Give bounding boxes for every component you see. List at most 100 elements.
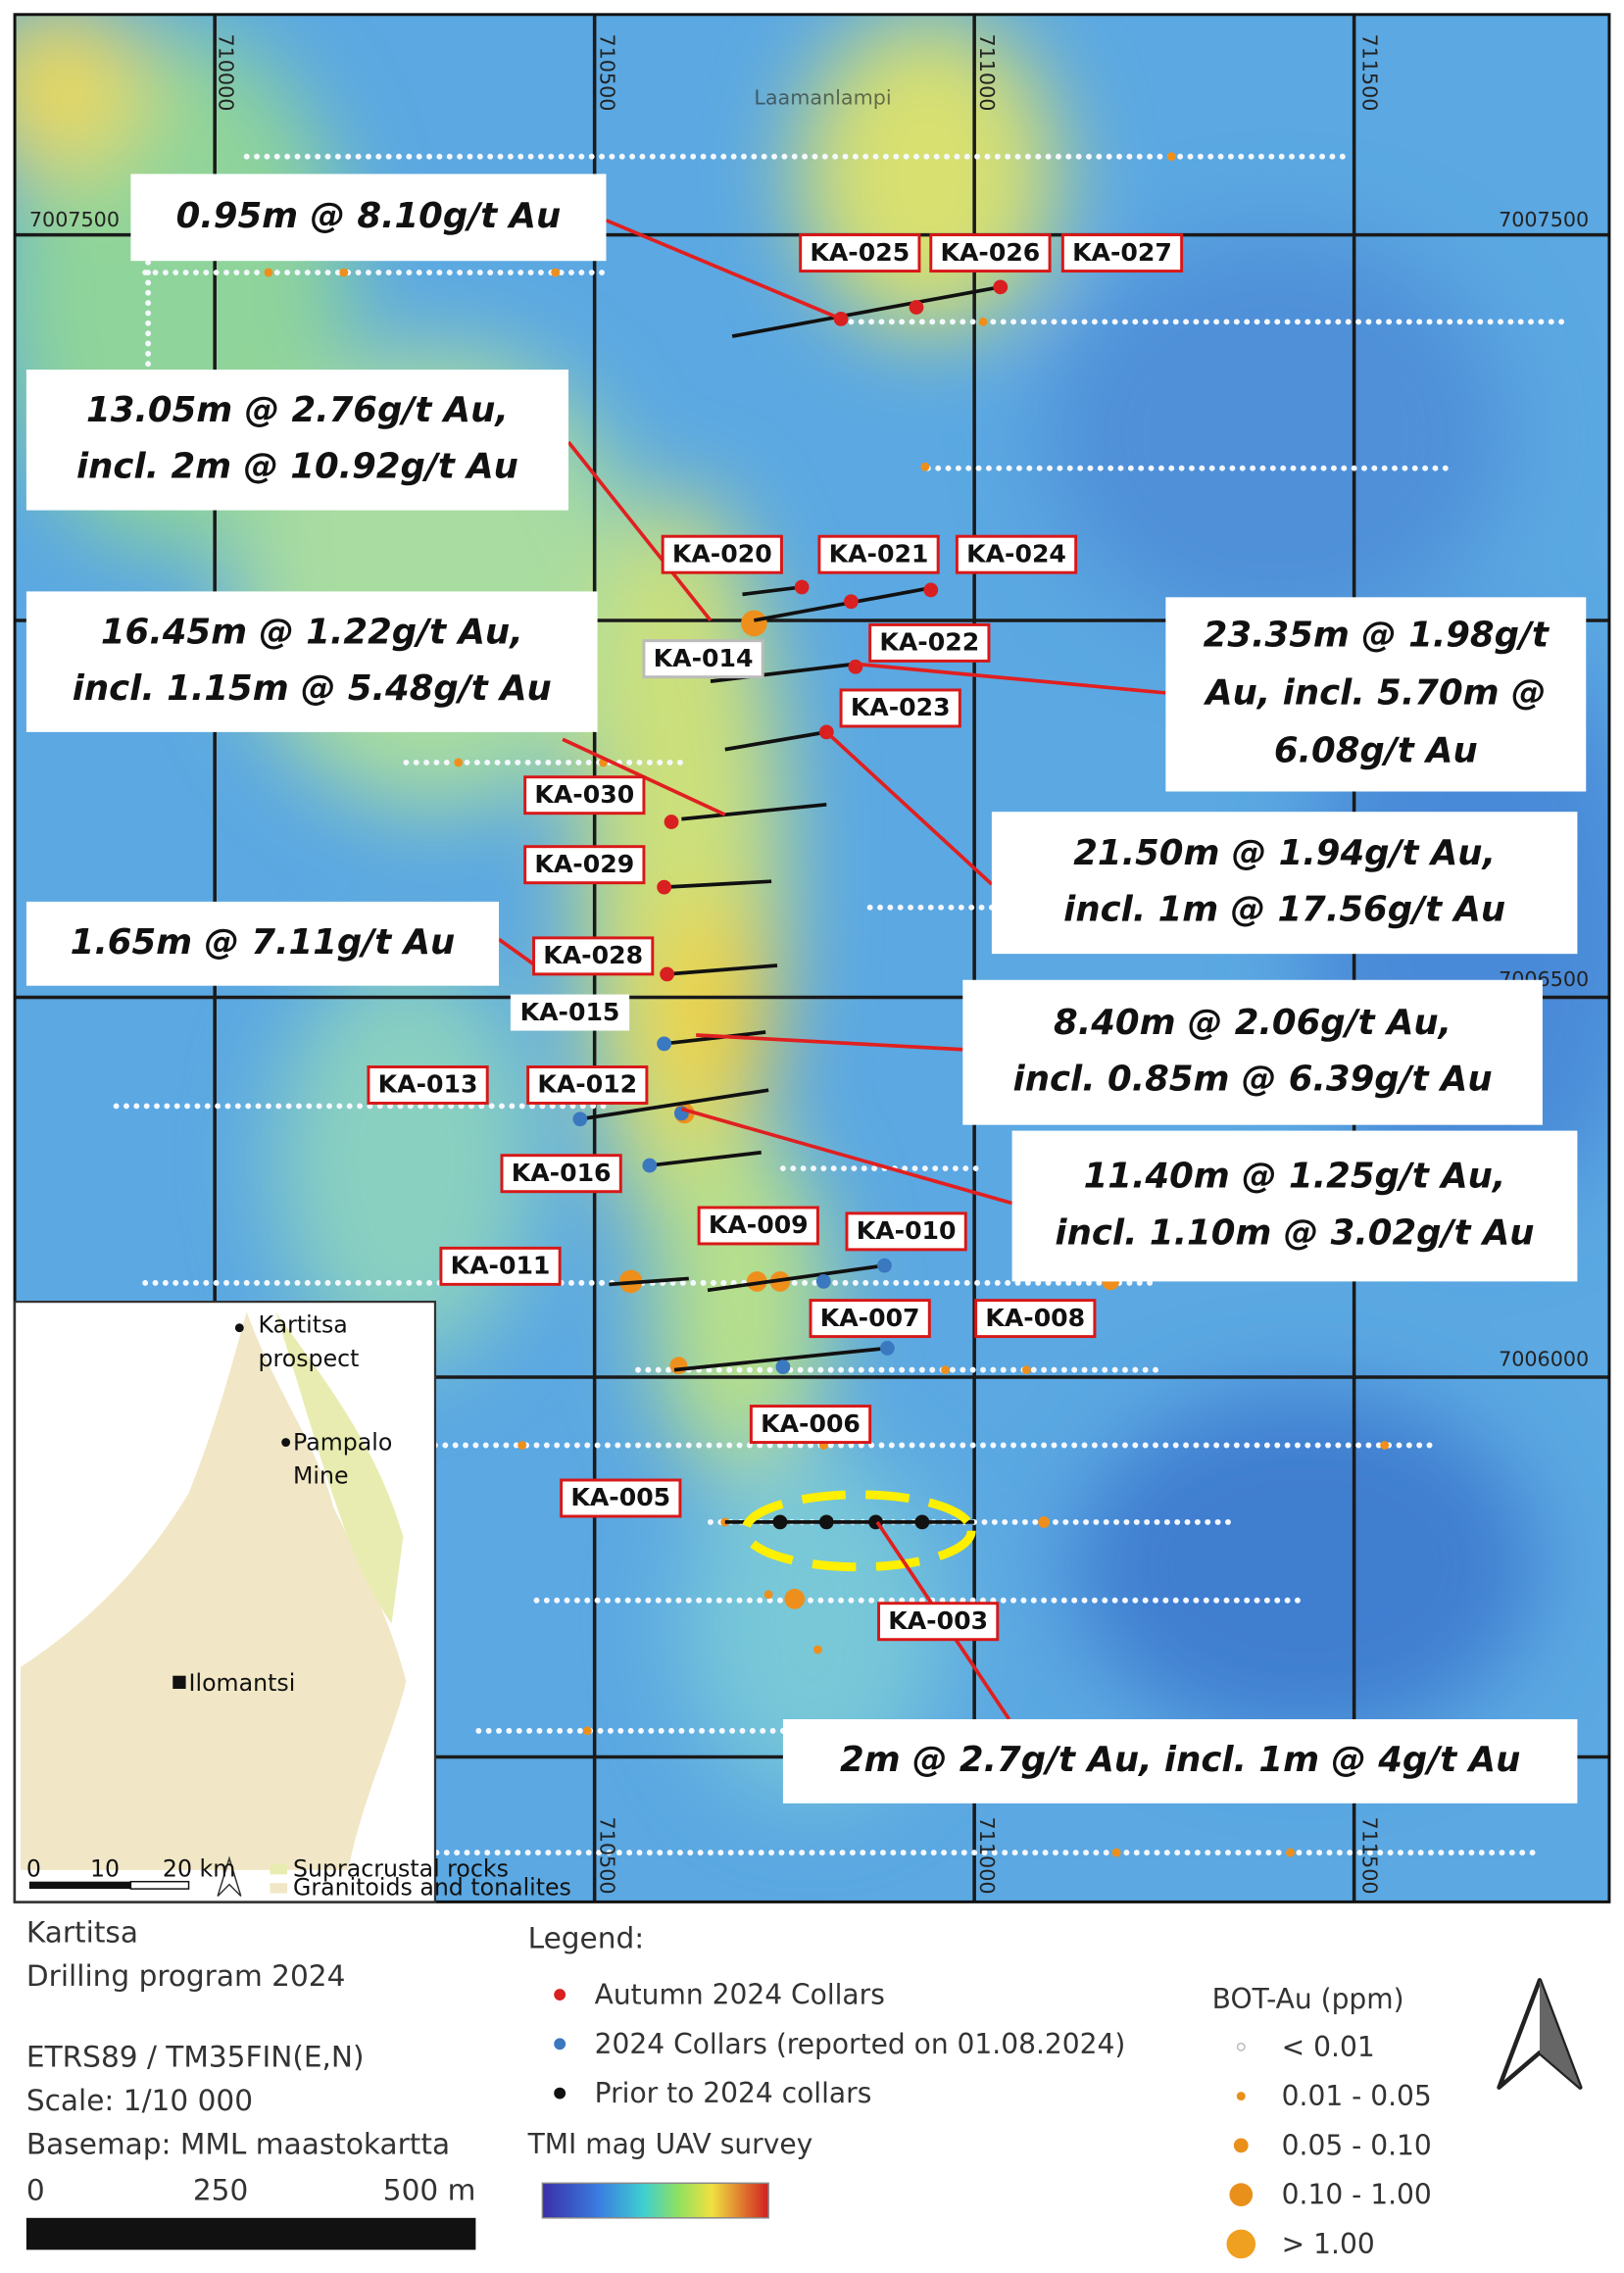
legend-symbol [1236,2092,1246,2101]
collar [660,966,674,982]
intercept-box [25,901,500,986]
intercept-box [1165,597,1587,792]
sample-point [454,758,464,767]
intercept-text: 8.40m @ 2.06g/t Au, [1054,1003,1452,1043]
sample-point [941,1365,951,1375]
intercept-text: 16.45m @ 1.22g/t Au, [101,612,523,652]
collar [664,815,679,829]
hole-label-box [749,1405,872,1445]
collar [794,579,810,595]
legend-entry: Autumn 2024 Collars [595,1979,885,2011]
footer [25,1978,1583,2259]
drill-trace [742,585,803,597]
sample-point [746,1271,767,1292]
collar [877,1258,892,1273]
grid-label: 711000 [975,33,999,111]
leader-line [680,1107,1013,1206]
hole-label-box [642,639,764,679]
scale-label: 500 m [383,2174,476,2207]
footer-info: Scale: 1/10 000 [26,2084,253,2117]
sample-point [339,268,349,277]
leader-line [605,219,842,321]
intercept-box [962,979,1543,1125]
collar [673,1106,689,1121]
tmi-colorbar [541,2182,769,2219]
hole-label-box [809,1299,931,1339]
sample-point [1038,1515,1051,1528]
collar [657,879,672,895]
hole-label: KA-024 [966,539,1066,568]
legend-subtitle: BOT-Au (ppm) [1212,1983,1404,2015]
drill-trace [579,1088,769,1121]
intercept-box [25,591,598,732]
hole-label: KA-016 [512,1159,612,1187]
legend-symbol [1236,2042,1246,2051]
inset-scale-label: 10 [90,1854,120,1882]
hole-label: KA-027 [1072,238,1172,267]
sample-point [920,462,930,471]
sample-point [1021,1365,1031,1375]
hole-label: KA-010 [857,1216,957,1245]
collar [993,279,1009,295]
sample-point [1111,1848,1121,1857]
sample-point [582,1726,592,1736]
hole-label-box [367,1065,489,1105]
sample-point [517,1441,527,1450]
hole-label-box [799,233,921,273]
hole-label-box [532,936,655,976]
legend-entry: 2024 Collars (reported on 01.08.2024) [595,2028,1126,2060]
legend-symbol [554,2038,566,2051]
hole-label-box [500,1154,622,1194]
hole-label-box [845,1211,967,1252]
intercept-text: incl. 1m @ 17.56g/t Au [1063,890,1505,930]
drill-trace [649,1150,762,1167]
intercept-text: incl. 0.85m @ 6.39g/t Au [1013,1060,1493,1100]
scale-label: 0 [26,2174,45,2207]
footer-info: ETRS89 / TM35FIN(E,N) [26,2041,365,2074]
inset-place: prospect [259,1345,360,1372]
legend-entry: 0.01 - 0.05 [1282,2080,1432,2112]
sample-point [551,268,561,277]
hole-label-box [877,1602,1000,1642]
inset-place: Pampalo [293,1429,392,1457]
legend-entry: > 1.00 [1282,2228,1375,2260]
annotations: 710000 710500 711000 711500 710500 711000 7115… [25,33,1589,1895]
intercept-text: 23.35m @ 1.98g/t [1204,615,1550,655]
hole-label-box [1060,233,1184,273]
drill-trace [673,1346,888,1372]
hole-label: KA-011 [451,1252,551,1280]
intercept-text: 2m @ 2.7g/t Au, incl. 1m @ 4g/t Au [840,1740,1520,1780]
legend-title: Legend: [528,1921,645,1954]
drill-trace [731,285,1002,338]
place-name: Laamanlampi [754,86,891,110]
hole-label: KA-021 [829,539,929,568]
intercept-text: incl. 1.15m @ 5.48g/t Au [73,668,552,709]
hole-label-box [974,1299,1097,1339]
grid-label: 710500 [595,1817,618,1895]
inset-map: Kartitsa prospect Pampalo Mine Ilomantsi 0 10 2… [13,1300,571,1903]
hole-label: KA-030 [534,780,634,809]
intercept-box [130,173,607,262]
legend-entry: 0.10 - 1.00 [1282,2179,1432,2211]
hole-label-box [955,534,1078,574]
collar [844,594,859,610]
legend-symbol [554,2087,566,2100]
drill-trace [724,730,827,752]
hole-label: KA-029 [534,850,634,878]
drill-trace [707,1263,885,1293]
inset-scale-label: 0 [26,1854,41,1882]
sample-point [741,610,767,637]
legend-entry: Prior to 2024 collars [595,2077,872,2109]
grid-label: 711000 [975,1817,999,1895]
sample-point [669,1357,688,1375]
hole-label-box [661,534,783,574]
legend-symbol [1229,2183,1254,2206]
sample-point [264,268,273,277]
inset-scale-label: 20 km [163,1854,235,1882]
collar [772,1514,788,1530]
hole-label: KA-025 [810,238,910,267]
hole-label: KA-023 [851,693,951,721]
grid-label: 711500 [1357,33,1381,111]
